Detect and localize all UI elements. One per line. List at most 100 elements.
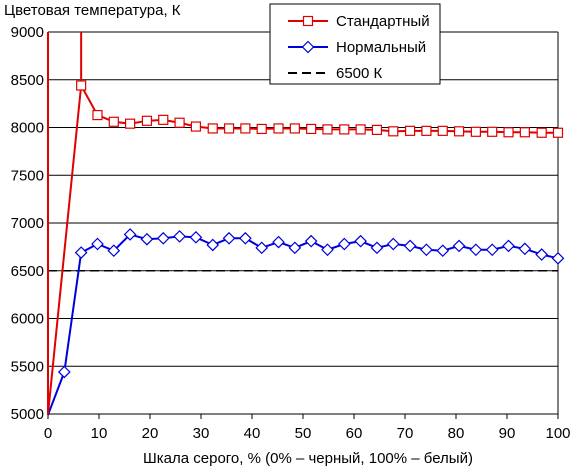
data-point-square [453, 126, 465, 137]
data-point-diamond [304, 234, 318, 248]
legend-item-0: Стандартный [288, 13, 430, 30]
data-point-diamond [288, 241, 302, 255]
data-point-square [76, 80, 87, 91]
data-point-square [92, 109, 103, 121]
data-point-diamond [301, 40, 315, 54]
data-point-square [322, 124, 333, 135]
data-point-diamond [535, 248, 549, 261]
data-point-diamond [354, 234, 367, 248]
x-tick-label: 90 [499, 425, 516, 442]
data-point-square [339, 124, 350, 135]
y-tick-label: 6000 [11, 311, 44, 328]
x-tick-labels: 0 10 20 30 40 50 60 70 80 90 100 [44, 414, 571, 442]
data-point-square [306, 123, 317, 135]
legend-label: Стандартный [336, 13, 430, 30]
x-tick-label: 70 [397, 425, 414, 442]
data-point-square [273, 123, 284, 134]
y-tick-label: 8000 [11, 120, 44, 137]
data-point-diamond [337, 237, 351, 251]
grid-lines [48, 31, 558, 415]
data-point-square [405, 125, 416, 136]
data-point-diamond [403, 239, 417, 253]
legend-item-2: 6500 К [288, 65, 383, 82]
data-point-diamond [370, 241, 384, 255]
data-point-square [470, 126, 481, 137]
data-point-diamond [272, 235, 285, 249]
data-point-square [536, 127, 547, 138]
data-point-diamond [91, 237, 104, 251]
x-tick-label: 100 [545, 425, 570, 442]
data-point-square [519, 127, 530, 138]
data-point-diamond [551, 251, 565, 265]
y-tick-labels: 5000 5500 6000 6500 7000 7500 8000 8500 9000 [11, 24, 44, 423]
data-point-diamond [206, 238, 220, 252]
data-point-diamond [156, 231, 170, 245]
data-point-square [388, 126, 399, 137]
data-point-square [223, 123, 235, 134]
data-point-square [125, 118, 136, 129]
legend-box [269, 3, 441, 85]
data-point-square [158, 114, 169, 125]
x-tick-label: 20 [142, 425, 159, 442]
x-tick-label: 10 [91, 425, 108, 442]
data-point-diamond [107, 244, 121, 258]
data-point-diamond [386, 237, 400, 251]
data-point-square [190, 121, 201, 132]
y-tick-label: 5000 [11, 406, 44, 423]
y-tick-label: 7000 [11, 215, 44, 232]
data-point-diamond [518, 242, 532, 256]
data-point-diamond [436, 244, 450, 258]
y-axis-label: Цветовая температура, К [4, 2, 181, 19]
data-point-square [355, 124, 366, 135]
data-point-diamond [222, 231, 236, 245]
y-tick-label: 8500 [11, 72, 44, 89]
series-line [47, 233, 559, 416]
data-point-diamond [485, 243, 499, 257]
data-point-square [487, 126, 498, 137]
data-point-diamond [189, 230, 203, 244]
legend-item-1: Нормальный [288, 39, 426, 56]
data-point-diamond [140, 232, 154, 246]
data-point-diamond [74, 246, 88, 259]
y-tick-label: 9000 [11, 24, 44, 41]
data-point-diamond [420, 243, 433, 257]
data-point-square [240, 123, 251, 134]
data-point-square [437, 125, 448, 136]
data-point-square [552, 127, 564, 138]
data-point-square [503, 127, 514, 138]
data-point-diamond [57, 365, 71, 379]
series-0 [47, 32, 564, 415]
data-point-square [256, 123, 267, 135]
x-tick-label: 40 [244, 425, 261, 442]
x-tick-label: 50 [295, 425, 312, 442]
data-point-diamond [321, 243, 334, 257]
data-point-square [421, 125, 432, 136]
x-tick-label: 0 [44, 425, 52, 442]
x-tick-label: 80 [448, 425, 465, 442]
series-1 [47, 228, 565, 416]
data-point-diamond [239, 231, 252, 245]
data-point-square [302, 15, 314, 27]
y-tick-label: 6500 [11, 263, 44, 280]
data-point-diamond [255, 241, 269, 255]
y-tick-label: 5500 [11, 358, 44, 375]
data-point-square [141, 115, 153, 126]
data-point-diamond [173, 230, 186, 243]
data-point-square [289, 123, 300, 134]
y-tick-label: 7500 [11, 167, 44, 184]
x-axis-label: Шкала серого, % (0% – черный, 100% – бел… [143, 450, 473, 467]
x-tick-label: 30 [193, 425, 210, 442]
data-point-diamond [469, 243, 483, 257]
legend: Стандартный Нормальный 6500 К [269, 3, 441, 85]
data-point-square [108, 116, 119, 127]
legend-label: 6500 К [336, 65, 383, 82]
data-point-diamond [502, 239, 515, 253]
data-point-square [371, 124, 383, 135]
series-layer [47, 32, 565, 416]
data-point-diamond [452, 239, 466, 253]
data-point-diamond [123, 228, 137, 241]
data-point-square [174, 117, 185, 128]
data-point-square [207, 123, 218, 134]
x-tick-label: 60 [346, 425, 363, 442]
